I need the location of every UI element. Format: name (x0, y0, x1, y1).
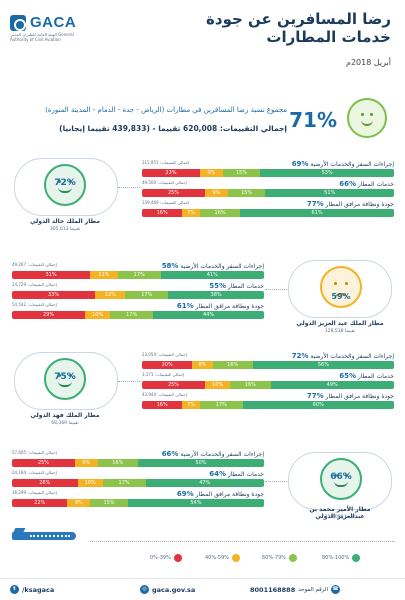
twitter-link[interactable]: t /ksagaca (10, 585, 54, 594)
connector-dots (118, 381, 140, 383)
airport-count: 68,369 تقييما (51, 421, 79, 426)
metric-row: إجمالي التقييمات: 139,469 77% جودة ونظاف… (142, 200, 394, 217)
legend-item: 80%-100% (322, 554, 361, 562)
metric-row: إجمالي التقييمات: 43,944 77% جودة ونظافة… (142, 392, 394, 409)
airport-name: مطار الملك عبد العزيز الدولي (296, 320, 384, 327)
logo-subtitle: الهيئة العامة للطيران المدني General Aut… (10, 32, 74, 42)
stacked-bar: 25% 10% 16% 49% (142, 381, 394, 389)
airport-percent: 72% (54, 178, 76, 188)
metric-row: إجمالي التقييمات: 54,542 61% جودة ونظافة… (12, 302, 264, 319)
airport-name: مطار الملك فهد الدولي (30, 412, 100, 419)
metric-row: إجمالي التقييمات: 57,605 66% إجراءات الس… (12, 450, 264, 467)
overall-summary: 71% مجموع نسبة رضا المسافرين في مطارات (… (10, 92, 395, 150)
website-link[interactable]: ◎ gaca.gov.sa (140, 585, 195, 594)
connector-dots (265, 289, 287, 291)
airport-count: 305,013 تقييما (49, 227, 81, 232)
stacked-bar: 25% 9% 16% 50% (12, 459, 264, 467)
happy-face-icon (352, 554, 361, 562)
page-date: أبريل 2018م (345, 58, 391, 67)
airport-name: مطار الملك خالد الدولي (29, 218, 101, 225)
summary-description: مجموع نسبة رضا المسافرين في مطارات (الري… (45, 106, 287, 114)
stacked-bar: 29% 10% 17% 44% (12, 311, 264, 319)
sad-face-icon (173, 554, 182, 562)
smile-face-icon (289, 554, 298, 562)
globe-icon: ◎ (140, 585, 149, 594)
connector-dots (265, 481, 287, 483)
stacked-bar: 16% 7% 17% 60% (142, 401, 394, 409)
header: GACA الهيئة العامة للطيران المدني Genera… (0, 0, 405, 82)
connector-dots (118, 187, 140, 189)
gaca-emblem-icon (10, 14, 26, 31)
airport-bars-madinah: إجمالي التقييمات: 57,605 66% إجراءات الس… (12, 450, 264, 510)
neutral-face-icon (232, 554, 241, 562)
happy-face-icon (44, 358, 86, 400)
legend-item: 60%-79% (262, 554, 298, 562)
airport-percent: 75% (54, 372, 76, 382)
stacked-bar: 16% 7% 16% 61% (142, 209, 394, 217)
airport-percent: 59% (331, 292, 351, 301)
phone-link[interactable]: 8001168888 الرقم الموحد ☎ (250, 585, 341, 594)
airport-bars-dammam: إجمالي التقييمات: 23,054 72% إجراءات الس… (142, 352, 394, 412)
neutral-face-icon (320, 266, 362, 308)
metric-row: إجمالي التقييمات: 23,054 72% إجراءات الس… (142, 352, 394, 369)
metric-row: إجمالي التقييمات: 3,371 65% خدمات المطار… (142, 372, 394, 389)
footer: t /ksagaca ◎ gaca.gov.sa 8001168888 الرق… (0, 578, 405, 600)
happy-face-icon (320, 458, 362, 500)
happy-face-icon (347, 98, 387, 138)
logo-text: GACA (30, 14, 77, 31)
airport-bars-jeddah: إجمالي التقييمات: 49,267 58% إجراءات الس… (12, 262, 264, 322)
overall-percent: 71% (289, 108, 337, 132)
metric-row: إجمالي التقييمات: 24,184 64% خدمات المطا… (12, 470, 264, 487)
stacked-bar: 26% 10% 17% 47% (12, 479, 264, 487)
metric-row: إجمالي التقييمات: 49,267 58% إجراءات الس… (12, 262, 264, 279)
stacked-bar: 20% 8% 16% 56% (142, 361, 394, 369)
airplane-icon (12, 528, 82, 542)
runway-line (90, 541, 395, 542)
airport-bars-riyadh: إجمالي التقييمات: 115,951 69% إجراءات ال… (142, 160, 394, 220)
stacked-bar: 23% 9% 15% 53% (142, 169, 394, 177)
phone-icon: ☎ (331, 585, 341, 594)
metric-row: إجمالي التقييمات: 115,951 69% إجراءات ال… (142, 160, 394, 177)
metric-row: إجمالي التقييمات: 24,729 55% خدمات المطا… (12, 282, 264, 299)
gaca-logo[interactable]: GACA (10, 14, 76, 31)
stacked-bar: 22% 9% 15% 54% (12, 499, 264, 507)
legend-item: 40%-59% (205, 554, 241, 562)
summary-totals: إجمالي التقييمات: 620,008 تقييما - (439,… (59, 124, 287, 133)
airport-count: 118,088 تقييما (324, 515, 356, 520)
airport-percent: 66% (330, 472, 352, 482)
stacked-bar: 25% 9% 15% 51% (142, 189, 394, 197)
legend-item: 0%-39% (150, 554, 182, 562)
airport-count: 128,538 تقييما (324, 329, 356, 334)
happy-face-icon (44, 164, 86, 206)
stacked-bar: 33% 12% 17% 38% (12, 291, 264, 299)
stacked-bar: 31% 11% 17% 41% (12, 271, 264, 279)
metric-row: إجمالي التقييمات: 49,500 66% خدمات المطا… (142, 180, 394, 197)
metric-row: إجمالي التقييمات: 36,299 69% جودة ونظافة… (12, 490, 264, 507)
airport-name: مطار الأمير محمد بن عبدالعزيز الدولي (309, 506, 371, 520)
twitter-icon: t (10, 585, 19, 594)
page-title: رضا المسافرين عن جودة خدمات المطارات (206, 10, 391, 46)
